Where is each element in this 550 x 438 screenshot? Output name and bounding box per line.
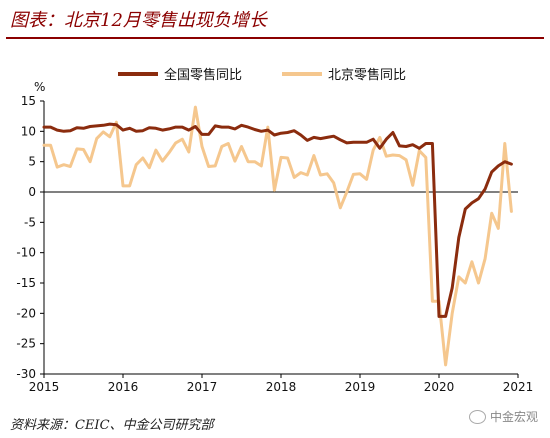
x-tick-label: 2021 xyxy=(503,380,534,394)
series-line-beijing xyxy=(42,105,513,367)
legend: 全国零售同比 北京零售同比 xyxy=(118,67,406,83)
y-tick-label: 0 xyxy=(28,185,36,199)
y-tick-label: -10 xyxy=(16,246,36,260)
y-tick-label: 15 xyxy=(21,94,36,108)
y-tick-label: -25 xyxy=(16,337,36,351)
wechat-icon xyxy=(468,409,486,424)
legend-label-national: 全国零售同比 xyxy=(164,67,242,83)
x-tick-label: 2015 xyxy=(29,380,60,394)
series-line-national xyxy=(42,122,513,318)
y-tick-label: 10 xyxy=(21,124,36,138)
chart-title: 图表：北京12月零售出现负增长 xyxy=(10,10,267,31)
y-axis-unit: % xyxy=(34,80,45,94)
y-tick-label: -5 xyxy=(24,215,36,229)
y-tick-label: 5 xyxy=(28,155,36,169)
y-tick-label: -30 xyxy=(16,367,36,381)
x-tick-label: 2018 xyxy=(266,380,297,394)
y-tick-label: -20 xyxy=(16,306,36,320)
title-divider xyxy=(6,37,544,39)
x-tick-label: 2017 xyxy=(187,380,218,394)
x-tick-label: 2016 xyxy=(108,380,139,394)
source-note: 资料来源：CEIC、中金公司研究部 xyxy=(10,418,214,433)
series-lines xyxy=(42,105,513,367)
x-tick-label: 2020 xyxy=(424,380,455,394)
x-tick-label: 2019 xyxy=(345,380,376,394)
y-tick-label: -15 xyxy=(16,276,36,290)
watermark-text: 中金宏观 xyxy=(489,410,538,424)
legend-label-beijing: 北京零售同比 xyxy=(328,67,406,83)
watermark: 中金宏观 xyxy=(468,408,538,425)
